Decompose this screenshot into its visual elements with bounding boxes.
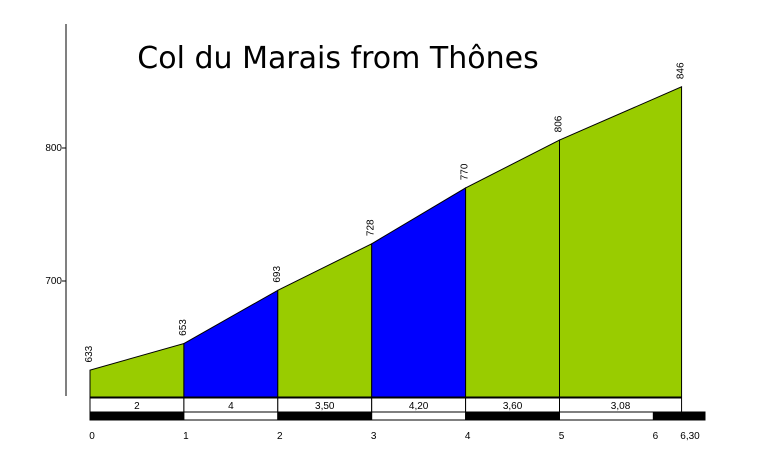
scale-bar-segment: [652, 411, 706, 421]
gradient-label: 4: [228, 401, 234, 412]
y-tick-label: 700: [45, 276, 62, 287]
scale-bar-segment: [559, 411, 654, 421]
x-tick-label: 2: [277, 431, 283, 442]
profile-segment: [183, 289, 279, 398]
scale-bar-segment: [183, 411, 279, 421]
elevation-label: 770: [460, 163, 471, 180]
gradient-label: 2: [134, 401, 140, 412]
chart-title: Col du Marais from Thônes: [137, 41, 538, 76]
x-tick-label: 1: [183, 431, 189, 442]
y-axis-ticks: 700 800: [45, 143, 66, 287]
gradient-label: 4,20: [409, 401, 429, 412]
gradient-label: 3,08: [611, 401, 631, 412]
gradient-label: 3,60: [503, 401, 523, 412]
scale-bar-segment: [371, 411, 467, 421]
scale-bar-segment: [277, 411, 373, 421]
elevation-label: 693: [272, 266, 283, 283]
profile-area: [89, 86, 683, 398]
elevation-label: 846: [676, 62, 687, 79]
scale-bar-segment: [89, 411, 185, 421]
scale-bar-segment: [465, 411, 561, 421]
elevation-label: 653: [178, 319, 189, 336]
x-tick-label: 4: [465, 431, 471, 442]
x-tick-label: 6: [653, 431, 659, 442]
profile-segment: [371, 187, 467, 398]
distance-scale-bar: [89, 411, 706, 421]
profile-segment: [277, 242, 373, 398]
elevation-labels: 633 653 693 728 770 806 846: [84, 62, 687, 362]
elevation-label: 806: [554, 115, 565, 132]
profile-segment: [89, 342, 185, 398]
x-tick-label: 0: [89, 431, 95, 442]
x-tick-label: 3: [371, 431, 377, 442]
x-tick-label: 6,30: [680, 431, 700, 442]
profile-segment: [559, 86, 683, 398]
elevation-label: 633: [84, 345, 95, 362]
gradient-label: 3,50: [315, 401, 335, 412]
y-tick-label: 800: [45, 143, 62, 154]
profile-segment: [465, 139, 560, 398]
gradient-boxes: 2 4 3,50 4,20 3,60 3,08: [89, 397, 683, 413]
x-axis-ticks: 0 1 2 3 4 5 6 6,30: [89, 431, 700, 442]
elevation-label: 728: [366, 219, 377, 236]
x-tick-label: 5: [559, 431, 565, 442]
